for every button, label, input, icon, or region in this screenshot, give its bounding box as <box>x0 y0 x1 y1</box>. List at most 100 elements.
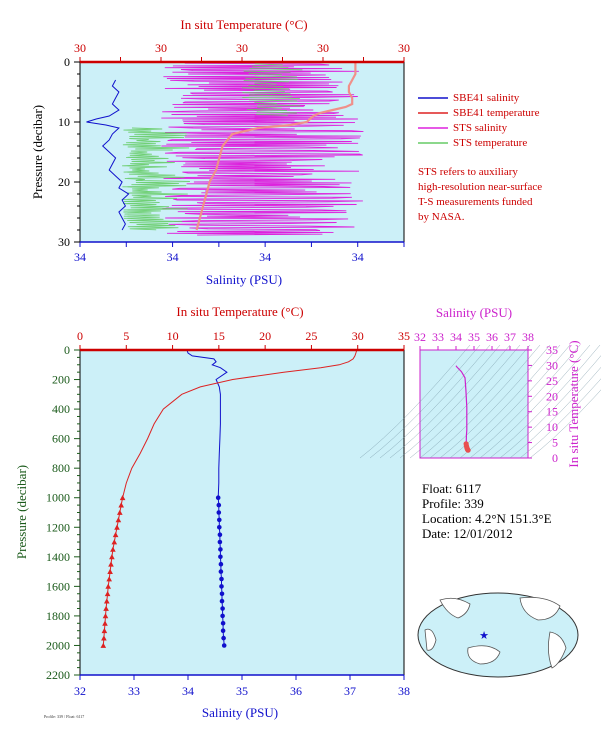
main-plot-area <box>79 349 405 676</box>
salinity-point <box>219 576 224 582</box>
info-date: Date: 12/01/2012 <box>422 526 513 541</box>
main-temp-tick-label: 35 <box>398 329 410 343</box>
legend-note-line-3: T-S measurements funded <box>418 196 533 208</box>
ts-deep-point <box>465 447 471 453</box>
legend-item-sts-salinity: STS salinity <box>453 122 508 134</box>
temperature-point <box>101 635 107 641</box>
main-temp-axis-label: In situ Temperature (°C) <box>176 304 303 319</box>
ts-density-contour <box>459 344 571 459</box>
legend-item-sbe41-temperature: SBE41 temperature <box>453 107 540 119</box>
sbe41-temperature-line <box>195 62 357 231</box>
ts-salinity-tick-label: 35 <box>468 330 480 344</box>
salinity-point <box>217 532 223 537</box>
map-land-north-america <box>519 596 561 621</box>
ts-density-contour <box>439 344 551 459</box>
main-pressure-tick-label: 1600 <box>46 579 70 593</box>
top-axes: 30 30 30 30 30 34 34 34 34 0 10 20 30 <box>58 41 410 264</box>
main-pressure-tick-label: 2200 <box>46 668 70 682</box>
temperature-point <box>119 494 126 501</box>
temperature-point <box>114 524 120 530</box>
temperature-point <box>108 561 114 567</box>
main-pressure-tick-label: 200 <box>52 373 70 387</box>
temperature-point <box>110 546 116 552</box>
temperature-point <box>107 568 113 574</box>
top-series-layer <box>86 62 364 236</box>
ts-temp-tick-label: 30 <box>546 358 558 372</box>
temperature-point <box>104 598 110 604</box>
top-pressure-tick-label: 20 <box>58 175 70 189</box>
main-pressure-tick-label: 400 <box>52 402 70 416</box>
top-pressure-axis-label: Pressure (decibar) <box>30 105 45 199</box>
temperature-point <box>106 576 112 582</box>
ts-density-contour <box>499 355 601 459</box>
top-salinity-tick-label: 34 <box>352 250 364 264</box>
top-pressure-tick-label: 30 <box>58 235 70 249</box>
main-salinity-tick-label: 34 <box>182 684 194 698</box>
ts-density-contour <box>359 344 471 459</box>
info-profile: Profile: 339 <box>422 496 484 511</box>
main-salinity-tick-label: 33 <box>128 684 140 698</box>
float-location-marker-icon: ★ <box>479 630 489 642</box>
ts-density-contour <box>509 366 601 459</box>
map-land-australia <box>467 645 501 665</box>
temperature-point <box>102 613 109 619</box>
main-axes: 0 5 10 15 20 25 30 35 32 33 34 35 36 37 38 0 200 400 600 80… <box>46 329 410 698</box>
salinity-point <box>221 635 226 641</box>
ts-temp-tick-label: 5 <box>552 436 558 450</box>
ts-density-contour <box>409 344 521 459</box>
ts-density-contour <box>529 389 601 459</box>
top-pressure-tick-label: 10 <box>58 115 70 129</box>
salinity-point <box>218 554 223 560</box>
top-salinity-tick-label: 34 <box>74 250 86 264</box>
salinity-point <box>219 591 225 597</box>
main-pressure-tick-label: 1000 <box>46 491 70 505</box>
main-temp-tick-label: 20 <box>259 329 271 343</box>
main-temp-tick-label: 25 <box>305 329 317 343</box>
main-pressure-tick-label: 0 <box>64 343 70 357</box>
temperature-point <box>104 591 111 597</box>
temperature-point <box>105 583 111 589</box>
ts-series-layer <box>359 344 601 459</box>
top-temp-tick-label: 30 <box>236 41 248 55</box>
top-salinity-axis-label: Salinity (PSU) <box>206 272 282 287</box>
main-salinity-tick-label: 38 <box>398 684 410 698</box>
salinity-point <box>220 621 226 626</box>
salinity-point <box>221 643 227 648</box>
ts-density-contour <box>519 378 601 459</box>
salinity-point <box>218 561 224 567</box>
salinity-point <box>217 539 223 545</box>
temperature-point <box>117 509 123 515</box>
ts-density-contour <box>389 344 501 459</box>
temperature-point <box>111 539 118 545</box>
temperature-point <box>109 554 115 560</box>
ts-salinity-tick-label: 34 <box>450 330 462 344</box>
legend-note-line-2: high-resolution near-surface <box>418 181 542 193</box>
salinity-point <box>220 606 225 611</box>
temperature-point <box>100 642 107 648</box>
ts-density-contour <box>419 344 531 459</box>
ts-temp-axis-label: In situ Temperature (°C) <box>566 340 581 467</box>
main-series-layer <box>100 349 358 648</box>
main-salinity-tick-label: 37 <box>344 684 356 698</box>
main-salinity-tick-label: 32 <box>74 684 86 698</box>
main-pressure-tick-label: 800 <box>52 461 70 475</box>
salinity-point <box>220 613 225 619</box>
ts-density-contour <box>469 344 581 459</box>
legend-note-line-1: STS refers to auxiliary <box>418 166 518 178</box>
footer-text: Profile: 339 / Float: 6117 <box>44 714 84 719</box>
salinity-point <box>219 584 224 589</box>
main-salinity-axis-label: Salinity (PSU) <box>202 705 278 720</box>
ts-salinity-axis-label: Salinity (PSU) <box>436 305 512 320</box>
legend: SBE41 salinity SBE41 temperature STS sal… <box>418 92 542 223</box>
salinity-point <box>217 517 222 523</box>
ts-temp-tick-label: 0 <box>552 451 558 465</box>
main-pressure-axis-label: Pressure (decibar) <box>14 465 29 559</box>
salinity-point <box>218 569 224 574</box>
temperature-point <box>118 502 124 508</box>
ts-density-contour <box>379 344 491 459</box>
ts-temp-tick-label: 20 <box>546 389 558 403</box>
temperature-point <box>101 627 108 634</box>
main-temp-tick-label: 0 <box>77 329 83 343</box>
main-temp-tick-label: 30 <box>352 329 364 343</box>
